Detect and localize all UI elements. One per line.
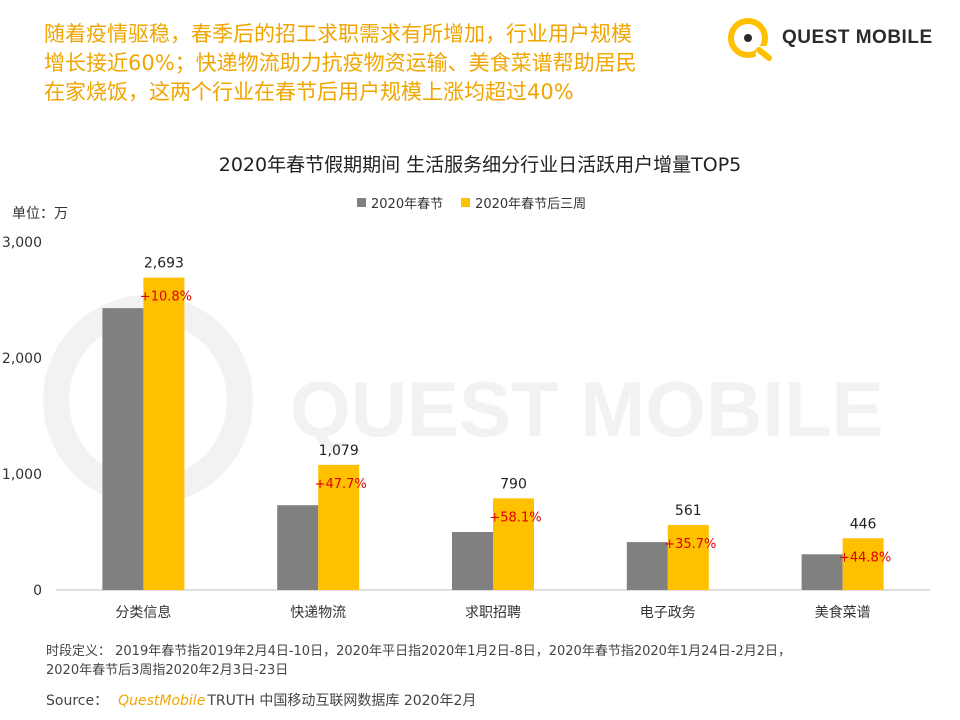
legend-swatch-series-2: [461, 198, 471, 207]
source-note: Source： QuestMobile TRUTH 中国移动互联网数据库 202…: [46, 690, 476, 710]
y-tick-label: 3,000: [2, 235, 42, 251]
data-label-value: 1,079: [319, 443, 359, 459]
quest-mobile-logo: QUEST MOBILE: [726, 12, 933, 64]
legend-label-series-2: 2020年春节后三周: [475, 197, 587, 212]
x-tick-label: 分类信息: [115, 604, 171, 621]
data-label-growth: +10.8%: [140, 290, 192, 305]
logo-text: QUEST MOBILE: [782, 27, 933, 48]
period-definition-line-2: 2020年春节后3周指2020年2月3日-23日: [46, 663, 289, 678]
headline-line-1: 随着疫情驱稳，春季后的招工求职需求有所增加，行业用户规模: [44, 22, 632, 46]
quest-mobile-logo-icon: [728, 18, 772, 61]
bar-series-2: [143, 277, 185, 590]
data-label-growth: +44.8%: [839, 550, 891, 565]
bar-series-1: [801, 554, 843, 590]
legend: 2020年春节 2020年春节后三周: [357, 193, 604, 212]
bar-series-2: [842, 538, 884, 590]
x-tick-label: 快递物流: [290, 605, 346, 621]
legend-item-series-1: 2020年春节: [357, 193, 443, 212]
data-label-value: 2,693: [144, 256, 184, 272]
data-label-value: 446: [850, 516, 877, 532]
data-label-value: 561: [675, 503, 702, 519]
bar-series-1: [102, 308, 144, 590]
chart-title: 2020年春节假期期间 生活服务细分行业日活跃用户增量TOP5: [218, 154, 742, 176]
legend-label-series-1: 2020年春节: [371, 197, 444, 212]
x-tick-label: 求职招聘: [465, 605, 521, 621]
x-tick-label: 电子政务: [640, 605, 696, 621]
headline: 随着疫情驱稳，春季后的招工求职需求有所增加，行业用户规模 增长接近60%；快递物…: [44, 20, 734, 107]
x-tick-label: 美食菜谱: [815, 604, 871, 621]
y-tick-label: 2,000: [2, 351, 42, 367]
headline-line-3: 在家烧饭，这两个行业在春节后用户规模上涨均超过40%: [44, 80, 574, 104]
bar-series-1: [626, 542, 668, 590]
source-brand: QuestMobile: [118, 693, 206, 709]
y-tick-label: 1,000: [2, 467, 42, 483]
bar-series-2: [667, 524, 709, 590]
legend-item-series-2: 2020年春节后三周: [461, 193, 586, 212]
source-label: Source：: [46, 693, 109, 709]
period-definition: 时段定义： 2019年春节指2019年2月4日-10日，2020年平日指2020…: [46, 642, 926, 680]
y-tick-label: 0: [33, 583, 42, 599]
headline-line-2: 增长接近60%；快递物流助力抗疫物资运输、美食菜谱帮助居民: [44, 51, 637, 75]
data-label-growth: +47.7%: [315, 477, 367, 492]
bar-series-2: [493, 498, 534, 590]
bar-series-1: [452, 532, 493, 590]
legend-swatch-series-1: [357, 198, 366, 207]
period-definition-line-1: 时段定义： 2019年春节指2019年2月4日-10日，2020年平日指2020…: [46, 644, 791, 659]
watermark-text: QUEST MOBILE: [290, 365, 884, 453]
bar-series-2: [318, 464, 360, 590]
source-rest: TRUTH 中国移动互联网数据库 2020年2月: [207, 693, 477, 709]
data-label-value: 790: [500, 476, 527, 492]
data-label-growth: +58.1%: [489, 510, 541, 525]
unit-label: 单位：万: [12, 206, 68, 222]
bar-series-1: [277, 505, 319, 590]
data-label-growth: +35.7%: [664, 537, 716, 552]
